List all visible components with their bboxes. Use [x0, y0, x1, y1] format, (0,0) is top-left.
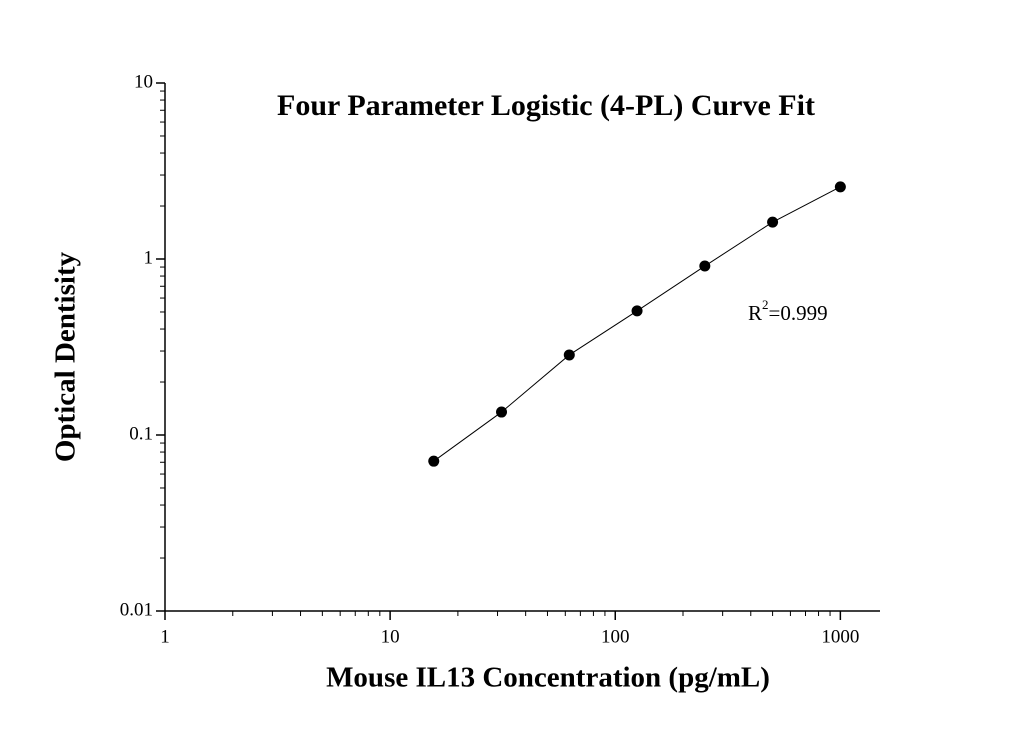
- y-tick-label: 0.01: [120, 599, 153, 620]
- data-point: [699, 260, 711, 272]
- data-point: [563, 349, 575, 361]
- y-tick-label: 1: [144, 247, 154, 268]
- data-point: [767, 216, 779, 228]
- annotation-text: =0.999: [769, 301, 828, 325]
- annotation: R2=0.999: [748, 297, 828, 325]
- data-point: [834, 181, 846, 193]
- y-tick-label: 0.1: [129, 423, 153, 444]
- data-point: [428, 455, 440, 467]
- x-tick-label: 1000: [821, 626, 859, 647]
- data-point: [496, 406, 508, 418]
- annotation-text: R: [748, 301, 762, 325]
- chart-title: Four Parameter Logistic (4-PL) Curve Fit: [277, 89, 815, 122]
- x-tick-label: 10: [381, 626, 400, 647]
- x-tick-label: 100: [601, 626, 630, 647]
- data-point: [631, 305, 643, 317]
- x-tick-label: 1: [160, 626, 170, 647]
- x-axis-label: Mouse IL13 Concentration (pg/mL): [326, 662, 770, 694]
- y-axis-label: Optical Dentisity: [50, 251, 82, 462]
- y-tick-label: 10: [134, 71, 153, 92]
- annotation-superscript: 2: [762, 297, 769, 312]
